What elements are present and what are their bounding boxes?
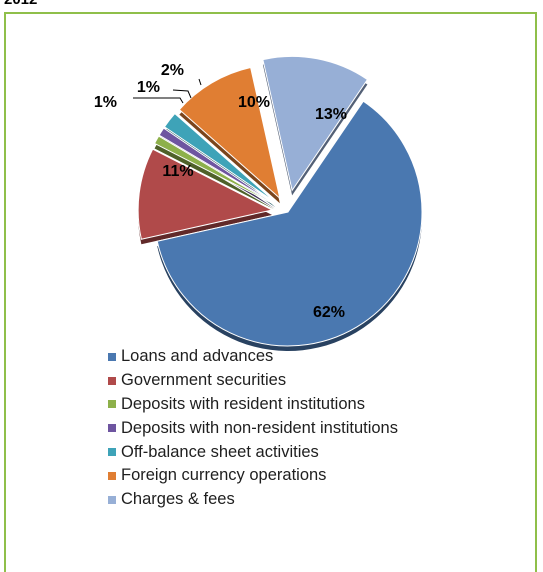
- legend-item: Deposits with non-resident institutions: [108, 416, 398, 440]
- legend-label: Loans and advances: [121, 347, 274, 366]
- legend-item: Off-balance sheet activities: [108, 440, 398, 464]
- legend-swatch: [108, 400, 116, 409]
- legend-item: Government securities: [108, 369, 398, 393]
- legend-swatch: [108, 495, 116, 504]
- pie-slice: [153, 135, 275, 205]
- legend: Loans and advances Government securities D…: [108, 345, 398, 512]
- leader-line: [133, 97, 184, 104]
- data-label: 10%: [238, 94, 270, 111]
- pie-chart: 62%11%1%1%2%10%13%: [94, 55, 423, 351]
- legend-label: Charges & fees: [121, 490, 235, 509]
- legend-swatch: [108, 448, 116, 457]
- legend-label: Off-balance sheet activities: [121, 442, 319, 461]
- legend-label: Deposits with resident institutions: [121, 394, 365, 413]
- chart-frame: [4, 12, 537, 572]
- legend-label: Deposits with non-resident institutions: [121, 418, 398, 437]
- legend-label: Government securities: [121, 371, 287, 390]
- legend-swatch: [108, 376, 116, 385]
- pie-slice: [156, 100, 423, 347]
- data-label: 11%: [162, 163, 193, 180]
- data-label: 13%: [315, 106, 347, 123]
- data-label: 2%: [161, 62, 184, 79]
- legend-item: Loans and advances: [108, 345, 398, 369]
- legend-swatch: [108, 471, 116, 480]
- data-label: 62%: [313, 304, 345, 321]
- pie-slice: [178, 66, 281, 200]
- pie-slice: [262, 55, 369, 192]
- legend-item: Deposits with resident institutions: [108, 393, 398, 417]
- legend-label: Foreign currency operations: [121, 466, 327, 485]
- pie-slice: [158, 127, 275, 204]
- legend-swatch: [108, 424, 116, 433]
- data-label: 1%: [137, 79, 160, 96]
- legend-item: Charges & fees: [108, 488, 398, 512]
- leader-line: [198, 78, 202, 86]
- legend-swatch: [108, 352, 116, 361]
- pie-slice: [137, 148, 274, 240]
- legend-item: Foreign currency operations: [108, 464, 398, 488]
- leader-line: [172, 89, 192, 99]
- data-label: 1%: [94, 94, 117, 111]
- pie-slice: [163, 112, 276, 203]
- year-label: 2012: [4, 0, 37, 8]
